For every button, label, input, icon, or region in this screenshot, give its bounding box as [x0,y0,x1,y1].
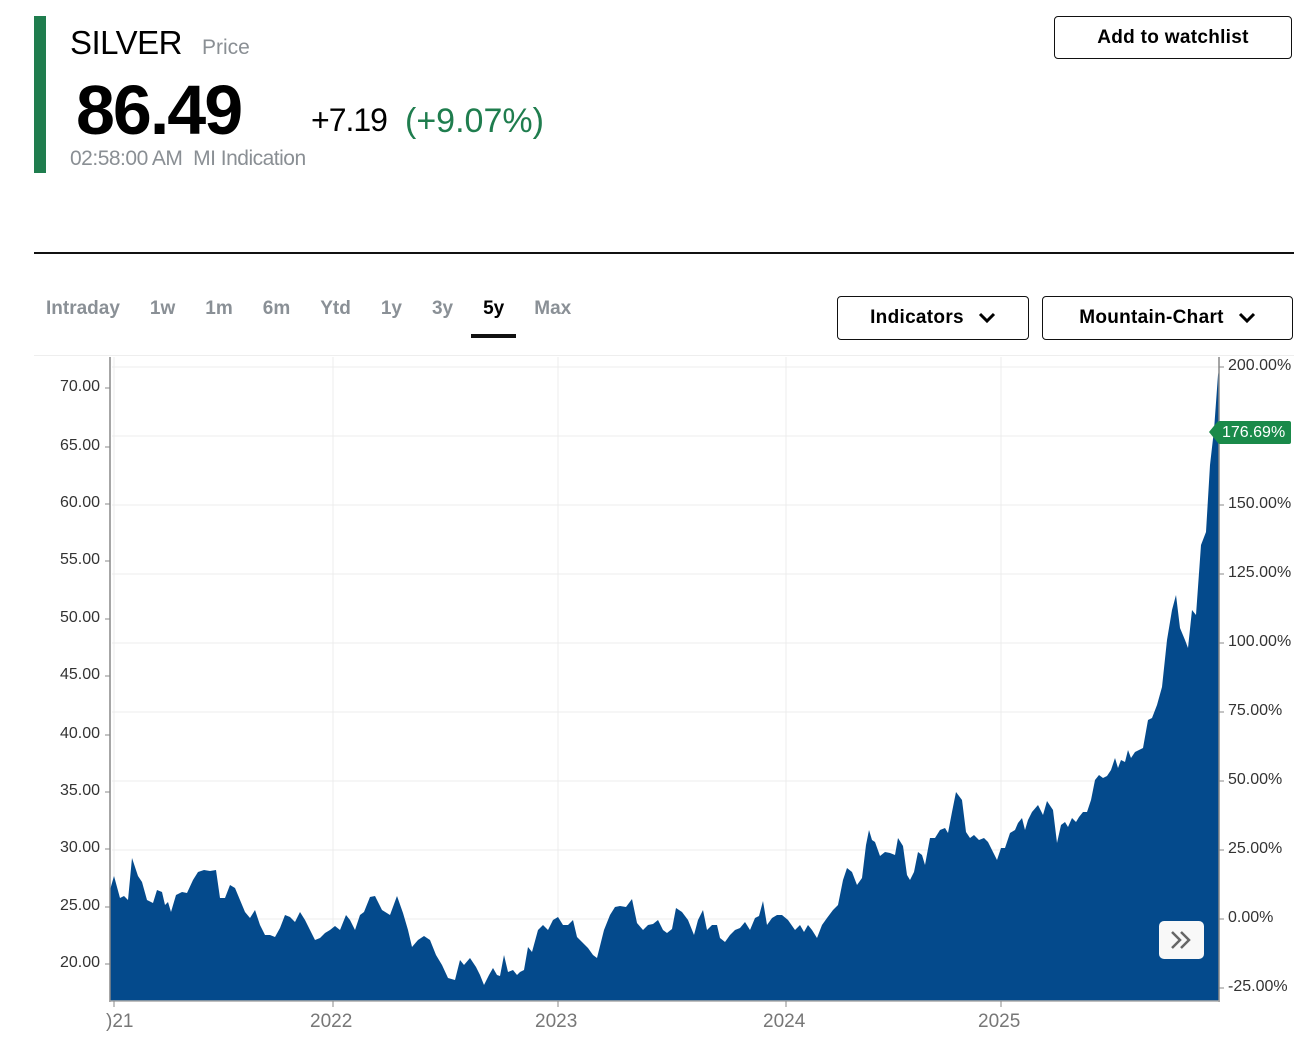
chart-type-label: Mountain-Chart [1079,307,1224,328]
x-tick-label: 2024 [763,1011,806,1032]
tab-3y[interactable]: 3y [431,298,454,319]
y-right-tick-label: 0.00% [1228,909,1274,926]
y-right-tick-label: 50.00% [1228,771,1283,788]
y-right-tick-label: 200.00% [1228,357,1292,374]
accent-bar [34,16,46,173]
mountain-area [110,370,1219,1001]
y-tick-label: 70.00 [59,378,100,395]
chevron-down-icon [978,312,995,324]
y-tick-label: 35.00 [59,782,100,799]
chart-type-dropdown[interactable]: Mountain-Chart [1042,296,1293,340]
quote-time: 02:58:00 AM MI Indication [70,147,306,171]
current-price: 86.49 [76,71,243,149]
y-right-tick-label: 125.00% [1228,564,1292,581]
tab-intraday[interactable]: Intraday [46,298,120,319]
scroll-to-latest-button[interactable] [1159,921,1204,959]
y-tick-label: 40.00 [59,725,100,742]
add-to-watchlist-button[interactable]: Add to watchlist [1054,16,1292,59]
y-tick-label: 55.00 [59,551,100,568]
range-tabs: Intraday 1w 1m 6m Ytd 1y 3y 5y Max [46,298,572,338]
y-tick-label: 25.00 [59,897,100,914]
price-change: +7.19 [311,102,388,138]
y-right-tick-label: 150.00% [1228,495,1292,512]
y-tick-label: 60.00 [59,494,100,511]
quote-source: MI Indication [193,147,306,170]
x-tick-label: 2022 [310,1011,353,1032]
indicators-label: Indicators [870,307,964,328]
tab-1w[interactable]: 1w [149,298,176,319]
tab-ytd[interactable]: Ytd [320,298,351,319]
y-tick-label: 30.00 [59,839,100,856]
header-divider [34,252,1294,254]
double-chevron-right-icon [1170,931,1191,949]
y-right-tick-label: -25.00% [1228,978,1288,995]
tab-max[interactable]: Max [534,298,572,319]
x-tick-label: 2025 [978,1011,1021,1032]
y-tick-label: 65.00 [59,437,100,454]
x-tick-label: 2023 [535,1011,578,1032]
tab-6m[interactable]: 6m [262,298,291,319]
y-tick-label: 20.00 [59,954,100,971]
y-right-tick-label: 25.00% [1228,840,1283,857]
chart-top-border [34,355,1294,356]
y-tick-label: 50.00 [59,609,100,626]
y-tick-label: 45.00 [59,666,100,683]
instrument-symbol: SILVER [70,24,182,61]
tab-1m[interactable]: 1m [205,298,233,319]
price-change-percent: (+9.07%) [405,102,544,140]
y-right-tick-label: 75.00% [1228,702,1283,719]
instrument-subtitle: Price [202,36,250,59]
tab-1y[interactable]: 1y [380,298,402,319]
indicators-dropdown[interactable]: Indicators [837,296,1029,340]
chevron-down-icon [1238,312,1255,324]
quote-timestamp: 02:58:00 AM [70,147,183,170]
current-change-badge: 176.69% [1208,421,1292,444]
x-tick-label: )21 [106,1011,134,1032]
y-right-tick-label: 100.00% [1228,633,1292,650]
tab-5y[interactable]: 5y [471,298,517,338]
